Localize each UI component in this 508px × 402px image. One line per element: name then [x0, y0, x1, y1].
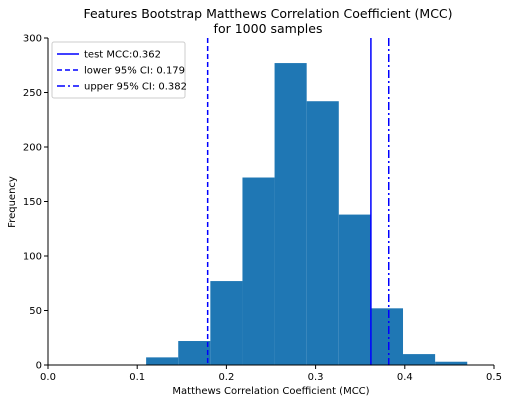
histogram-bar-6: [338, 214, 371, 365]
y-tick-label: 200: [23, 143, 42, 154]
legend-label: test MCC:0.362: [84, 50, 161, 61]
x-axis-label: Matthews Correlation Coefficient (MCC): [172, 386, 369, 397]
x-tick-label: 0.2: [218, 372, 234, 383]
y-tick-label: 100: [23, 252, 42, 263]
histogram-bar-2: [210, 281, 243, 365]
x-ticks: 0.0 0.1 0.2 0.3 0.4 0.5: [40, 365, 502, 383]
x-tick-label: 0.5: [486, 372, 502, 383]
histogram-bar-5: [306, 101, 339, 365]
histogram-bar-3: [242, 177, 275, 365]
histogram-bar-7: [370, 308, 404, 365]
y-tick-label: 150: [23, 197, 42, 208]
y-ticks: 0 50 100 150 200 250 300: [23, 34, 48, 372]
y-tick-label: 250: [23, 88, 42, 99]
y-tick-label: 50: [29, 306, 42, 317]
histogram-bar-4: [274, 63, 307, 365]
y-axis-label: Frequency: [7, 176, 18, 228]
legend-box: [51, 41, 186, 99]
chart-title: Features Bootstrap Matthews Correlation …: [83, 6, 452, 21]
histogram-bars: [146, 63, 468, 365]
histogram-bar-9: [435, 361, 468, 365]
legend: test MCC:0.362 lower 95% CI: 0.179 upper 9…: [51, 41, 187, 99]
legend-label: lower 95% CI: 0.179: [84, 66, 185, 77]
x-tick-label: 0.0: [40, 372, 56, 383]
x-tick-label: 0.4: [397, 372, 413, 383]
histogram-bar-1: [178, 341, 211, 365]
y-tick-label: 0: [36, 361, 42, 372]
y-tick-label: 300: [23, 34, 42, 45]
x-tick-label: 0.3: [308, 372, 324, 383]
x-tick-label: 0.1: [129, 372, 145, 383]
chart-subtitle: for 1000 samples: [214, 21, 323, 36]
histogram-bar-8: [403, 354, 436, 365]
reference-lines: [206, 38, 390, 365]
legend-label: upper 95% CI: 0.382: [84, 82, 187, 93]
histogram-bar-0: [146, 357, 179, 365]
